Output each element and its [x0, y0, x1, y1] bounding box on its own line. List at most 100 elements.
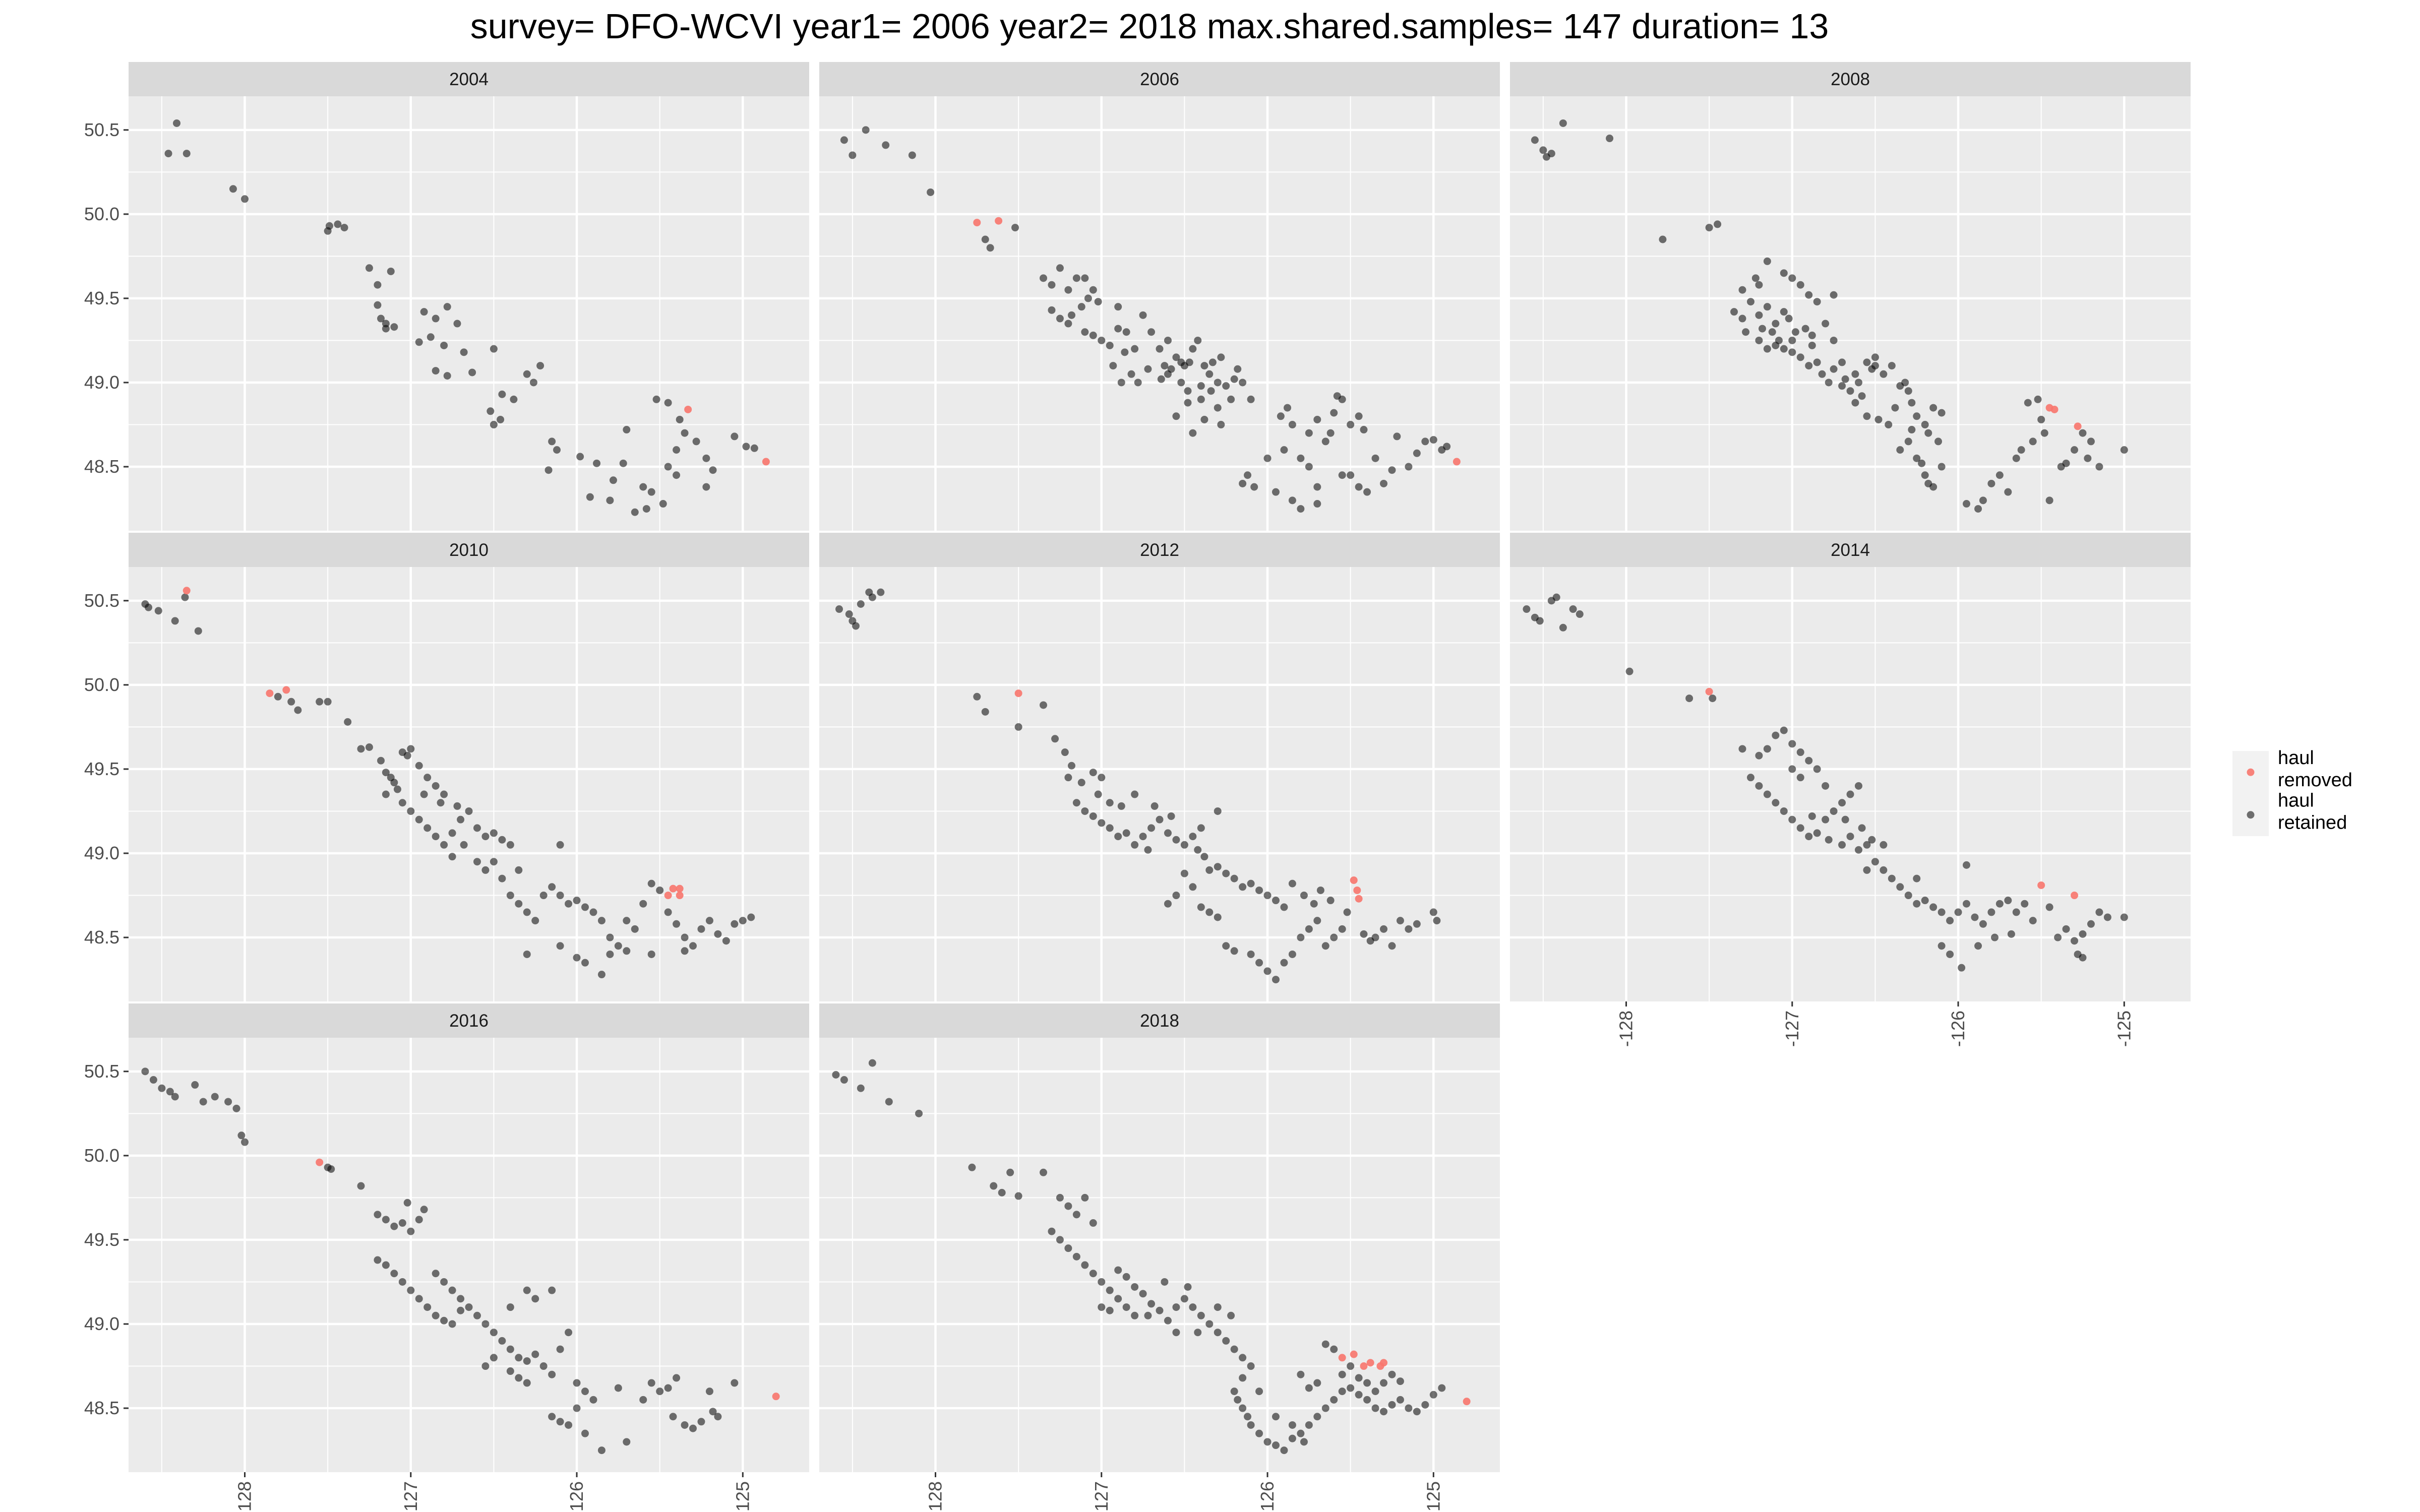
point-retained	[1255, 959, 1263, 967]
point-retained	[1934, 437, 1943, 446]
point-retained	[2021, 900, 2029, 908]
point-retained	[506, 1303, 514, 1311]
point-retained	[857, 1084, 865, 1092]
point-retained	[1139, 1290, 1147, 1298]
point-retained	[1830, 365, 1838, 373]
point-retained	[1094, 298, 1102, 306]
point-retained	[1122, 328, 1130, 336]
point-retained	[377, 314, 385, 323]
point-retained	[1056, 314, 1064, 323]
point-retained	[2007, 930, 2015, 938]
point-retained	[1255, 1388, 1263, 1396]
point-retained	[676, 415, 684, 423]
point-retained	[1177, 379, 1185, 387]
point-retained	[1205, 370, 1214, 378]
point-retained	[440, 790, 448, 798]
point-retained	[2120, 446, 2128, 454]
point-retained	[1958, 964, 1966, 972]
point-retained	[154, 607, 162, 615]
point-retained	[1164, 1316, 1172, 1325]
point-removed	[1350, 1350, 1358, 1358]
point-retained	[1147, 328, 1156, 336]
point-retained	[1084, 294, 1092, 302]
point-retained	[531, 1350, 539, 1358]
point-retained	[1438, 1384, 1446, 1392]
point-retained	[1929, 404, 1938, 412]
point-retained	[1825, 379, 1833, 387]
point-removed	[266, 689, 274, 698]
point-retained	[927, 188, 935, 196]
point-retained	[1755, 751, 1763, 760]
point-retained	[1326, 429, 1335, 437]
strip-label: 2010	[449, 540, 489, 560]
point-retained	[181, 593, 189, 601]
y-tick-label: 49.0	[84, 1313, 119, 1334]
point-retained	[1106, 1286, 1114, 1294]
point-retained	[1338, 1370, 1346, 1378]
point-retained	[1913, 874, 1921, 883]
y-tick-label: 48.5	[84, 1398, 119, 1418]
point-removed	[1355, 895, 1363, 903]
point-retained	[659, 500, 667, 508]
point-retained	[1413, 449, 1421, 457]
point-retained	[576, 453, 584, 461]
panel-background	[129, 567, 809, 1001]
point-retained	[1305, 463, 1313, 471]
point-retained	[1144, 365, 1152, 373]
point-retained	[614, 942, 622, 950]
point-retained	[1954, 908, 1962, 916]
point-retained	[374, 1211, 382, 1219]
point-retained	[1552, 593, 1560, 601]
point-retained	[334, 220, 342, 228]
point-retained	[1788, 815, 1796, 824]
point-retained	[1901, 379, 1909, 387]
point-retained	[1838, 799, 1846, 807]
point-retained	[523, 1357, 531, 1365]
point-removed	[669, 885, 677, 893]
point-retained	[1089, 812, 1097, 820]
legend-label: removed	[2278, 770, 2352, 791]
point-retained	[1214, 863, 1222, 871]
point-retained	[1380, 1408, 1388, 1416]
point-retained	[1380, 925, 1388, 933]
point-retained	[1106, 1306, 1114, 1314]
point-retained	[1338, 1388, 1346, 1396]
point-retained	[1846, 387, 1854, 395]
point-retained	[573, 954, 581, 962]
point-retained	[840, 136, 848, 144]
point-retained	[1801, 325, 1809, 333]
point-retained	[840, 1076, 848, 1084]
point-retained	[1825, 836, 1833, 844]
point-retained	[440, 1278, 448, 1286]
point-retained	[1818, 370, 1826, 378]
point-retained	[1863, 866, 1871, 874]
point-retained	[1355, 483, 1363, 491]
strip-background	[129, 1003, 809, 1038]
point-retained	[1006, 1168, 1014, 1176]
point-retained	[1157, 375, 1165, 383]
point-retained	[968, 1163, 976, 1171]
point-retained	[1089, 769, 1097, 777]
point-retained	[647, 1379, 655, 1387]
point-retained	[1730, 308, 1738, 316]
point-retained	[1197, 903, 1205, 911]
point-retained	[1072, 799, 1080, 807]
point-retained	[374, 301, 382, 309]
point-retained	[1122, 1303, 1130, 1311]
point-retained	[868, 593, 876, 601]
point-retained	[1098, 1278, 1106, 1286]
point-retained	[1156, 1306, 1164, 1314]
point-retained	[1300, 892, 1308, 900]
point-retained	[398, 799, 406, 807]
point-retained	[1189, 883, 1197, 891]
point-retained	[407, 807, 415, 815]
point-retained	[1051, 735, 1059, 743]
point-retained	[750, 444, 758, 452]
point-retained	[1929, 483, 1938, 491]
point-retained	[673, 446, 681, 454]
panel-2014: 2014 -128 -127 -126 -125	[1510, 533, 2191, 1047]
point-retained	[183, 150, 191, 158]
point-retained	[973, 692, 981, 701]
